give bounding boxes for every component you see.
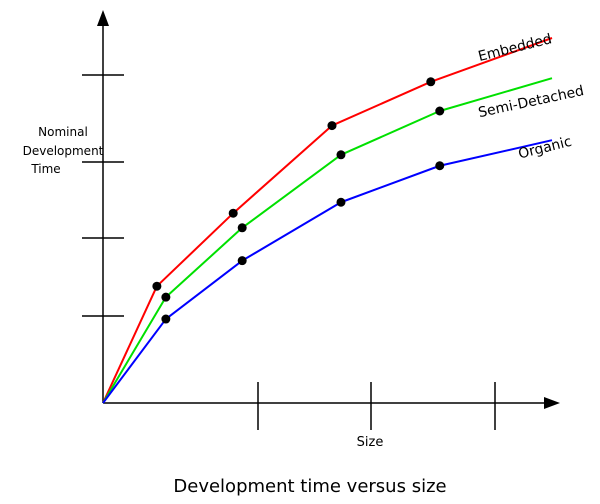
x-axis-arrow: [544, 397, 560, 409]
series-label-embedded: Embedded: [477, 31, 554, 65]
data-point: [336, 150, 346, 160]
data-point: [426, 77, 436, 87]
y-axis-label-line-1: Nominal: [38, 125, 88, 139]
labels: Nominal Development Time Size Developmen…: [23, 125, 447, 497]
data-point: [435, 106, 445, 116]
y-axis-arrow: [97, 10, 109, 26]
data-point: [327, 121, 337, 131]
y-axis-label-line-2: Development: [23, 144, 104, 158]
data-point: [237, 223, 247, 233]
x-axis-label: Size: [357, 435, 384, 450]
data-point: [152, 281, 162, 291]
data-point: [237, 256, 247, 266]
data-point: [435, 161, 445, 171]
data-point: [161, 292, 171, 302]
data-point: [161, 314, 171, 324]
series-label-semi-detached: Semi-Detached: [477, 83, 586, 121]
chart-title: Development time versus size: [173, 476, 446, 497]
data-point: [228, 208, 238, 218]
y-axis-label-line-3: Time: [30, 162, 60, 176]
axes: [82, 10, 560, 430]
series-line-organic: [102, 139, 553, 404]
series-line-embedded: [102, 37, 553, 404]
series-label-organic: Organic: [517, 134, 574, 163]
series-line-semi-detached: [102, 77, 553, 404]
data-point: [336, 197, 346, 207]
series-layer: Embedded Semi-Detached Organic: [102, 31, 586, 404]
